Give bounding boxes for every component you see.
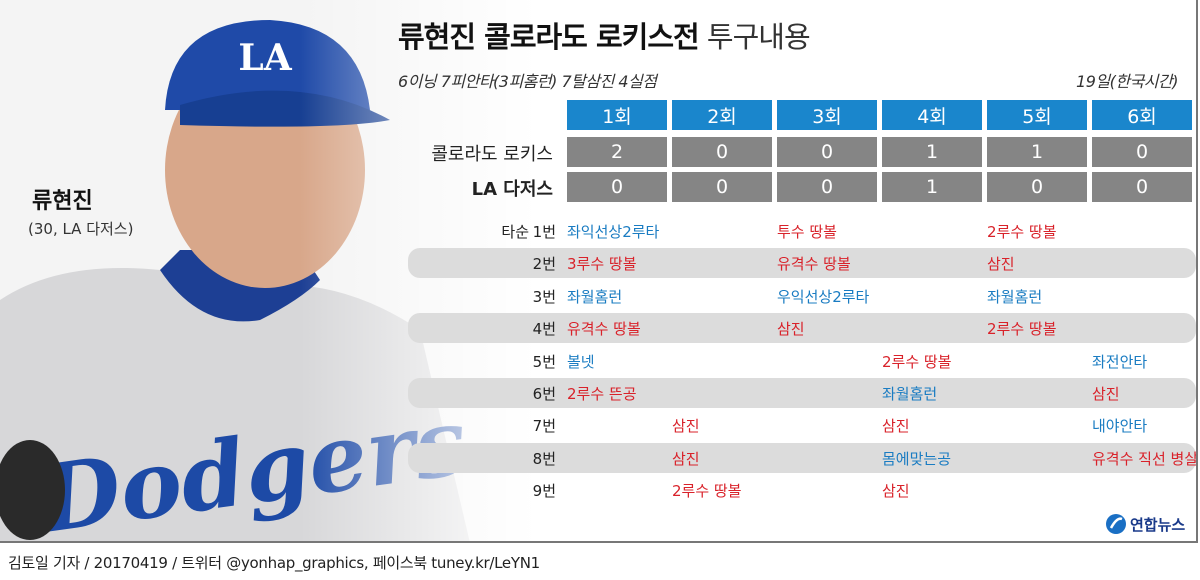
score-cell: 0 <box>777 172 877 202</box>
at-bat-result: 유격수 땅볼 <box>567 320 641 339</box>
score-cell: 1 <box>987 137 1087 167</box>
at-bat-result: 삼진 <box>672 417 700 436</box>
score-cell: 0 <box>777 137 877 167</box>
inning-header: 4회 <box>882 100 982 130</box>
score-cell: 1 <box>882 172 982 202</box>
at-bat-result: 볼넷 <box>567 352 595 371</box>
at-bat-result: 좌전안타 <box>1092 352 1148 371</box>
batter-label: 7번 <box>532 417 556 436</box>
yonhap-logo: 연합뉴스 <box>1105 513 1185 535</box>
date-note: 19일(한국시간) <box>1076 72 1178 91</box>
at-bat-result: 2루수 땅볼 <box>987 320 1057 339</box>
at-bat-result: 좌월홈런 <box>987 287 1043 306</box>
batter-label: 6번 <box>532 385 556 403</box>
inning-header: 6회 <box>1092 100 1192 130</box>
at-bat-result: 삼진 <box>1092 385 1120 403</box>
team-label: LA 다저스 <box>471 179 553 200</box>
at-bat-result: 투수 땅볼 <box>777 223 837 241</box>
score-cell: 2 <box>567 137 667 167</box>
at-bat-result: 3루수 땅볼 <box>567 255 637 274</box>
at-bat-result: 좌월홈런 <box>567 287 623 306</box>
batter-label: 4번 <box>532 320 556 339</box>
title-light: 투구내용 <box>706 20 811 54</box>
batting-order-prefix: 타순 <box>501 223 529 241</box>
score-cell: 0 <box>1092 137 1192 167</box>
score-cell: 0 <box>1092 172 1192 202</box>
team-label: 콜로라도 로키스 <box>431 144 553 165</box>
score-cell: 0 <box>987 172 1087 202</box>
row-stripe <box>408 442 1196 473</box>
player-detail: (30, LA 다저스) <box>28 220 134 238</box>
batter-label: 5번 <box>532 352 556 371</box>
at-bat-result: 2루수 뜬공 <box>567 385 637 403</box>
player-name: 류현진 <box>32 189 93 214</box>
row-stripe <box>408 378 1196 408</box>
at-bat-result: 삼진 <box>672 449 700 468</box>
at-bat-result: 삼진 <box>882 482 910 501</box>
at-bat-result: 좌월홈런 <box>882 385 938 403</box>
batter-label: 3번 <box>532 287 556 306</box>
at-bat-result: 2루수 땅볼 <box>882 352 952 371</box>
batter-label: 8번 <box>532 449 556 468</box>
logo-text: 연합뉴스 <box>1130 515 1186 534</box>
at-bat-result: 좌익선상2루타 <box>567 223 660 241</box>
batter-label: 9번 <box>532 482 556 501</box>
yonhap-logo-icon <box>1106 514 1126 534</box>
cap-logo: LA <box>238 37 292 79</box>
score-cell: 0 <box>672 137 772 167</box>
at-bat-result: 유격수 직선 병살 <box>1092 449 1198 468</box>
at-bat-result: 내야안타 <box>1092 417 1148 436</box>
pitching-summary: 6이닝 7피안타(3피홈런) 7탈삼진 4실점 <box>398 72 657 91</box>
score-cell: 0 <box>672 172 772 202</box>
row-stripe <box>408 248 1196 279</box>
at-bat-result: 삼진 <box>987 255 1015 274</box>
score-cell: 0 <box>567 172 667 202</box>
score-cell: 1 <box>882 137 982 167</box>
at-bat-result: 2루수 땅볼 <box>672 482 742 501</box>
inning-header: 2회 <box>672 100 772 130</box>
at-bat-result: 삼진 <box>882 417 910 436</box>
page-title: 류현진 콜로라도 로키스전 투구내용 <box>398 14 811 56</box>
inning-header: 3회 <box>777 100 877 130</box>
infographic-frame: LA Dodgers 류현진 (30, LA 다저스) 류현진 콜로라도 로키스… <box>0 0 1198 543</box>
inning-header: 1회 <box>567 100 667 130</box>
title-bold: 류현진 콜로라도 로키스전 <box>398 20 700 54</box>
credit-footer: 김토일 기자 / 20170419 / 트위터 @yonhap_graphics… <box>8 554 540 572</box>
batter-label: 2번 <box>532 255 556 274</box>
inning-header: 5회 <box>987 100 1087 130</box>
row-stripe <box>408 313 1196 344</box>
at-bat-result: 우익선상2루타 <box>777 287 870 306</box>
at-bat-result: 유격수 땅볼 <box>777 255 851 274</box>
batter-label: 1번 <box>532 223 556 241</box>
at-bat-result: 삼진 <box>777 320 805 339</box>
at-bat-result: 2루수 땅볼 <box>987 223 1057 241</box>
at-bat-result: 몸에맞는공 <box>882 449 952 468</box>
